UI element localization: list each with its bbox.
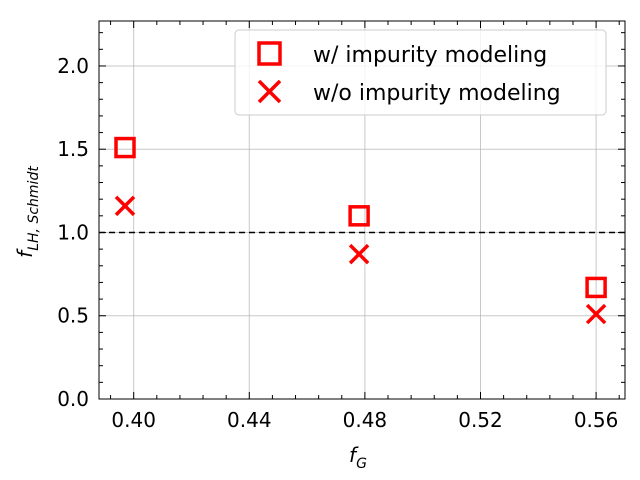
y-tick-label: 1.0	[57, 220, 89, 244]
y-tick-label: 0.0	[57, 387, 89, 411]
plot-frame	[98, 20, 626, 400]
legend-square-marker	[257, 41, 282, 66]
x-tick-label: 0.48	[343, 408, 388, 432]
square-marker	[114, 136, 136, 159]
x-tick-label: 0.56	[574, 408, 619, 432]
y-axis-label-sub: LH, Schmidt	[26, 166, 42, 251]
x-marker	[348, 243, 370, 265]
y-axis-label-main: f	[13, 248, 37, 258]
y-axis-label: fLH, Schmidt	[13, 166, 42, 258]
legend-label-series-1: w/ impurity modeling	[313, 43, 547, 68]
data-marks	[114, 136, 607, 325]
x-axis-label: fG	[349, 443, 367, 472]
x-marker-stroke	[348, 243, 370, 265]
x-axis-label-main: f	[349, 443, 359, 467]
square-marker	[585, 276, 607, 299]
x-tick-label: 0.52	[458, 408, 503, 432]
x-marker-stroke	[585, 303, 607, 325]
y-tick-label: 2.0	[57, 54, 89, 78]
legend-x-marker	[257, 79, 282, 104]
legend: w/ impurity modeling w/o impurity modeli…	[234, 29, 607, 116]
x-tick-label: 0.40	[111, 408, 156, 432]
square-marker	[348, 205, 370, 227]
y-tick-label: 0.5	[57, 304, 89, 328]
tick-labels: 0.40 0.44 0.48 0.52 0.56 0.0 0.5 1.0 1.5 2.0	[57, 54, 618, 432]
legend-label-series-2: w/o impurity modeling	[313, 81, 561, 106]
y-tick-label: 1.5	[57, 137, 89, 161]
x-axis-label-sub: G	[356, 456, 367, 472]
legend-frame	[234, 29, 607, 116]
axis-ticks	[99, 21, 625, 400]
x-marker-stroke	[114, 195, 136, 217]
x-tick-label: 0.44	[227, 408, 272, 432]
x-marker	[114, 195, 136, 217]
x-marker	[585, 303, 607, 325]
